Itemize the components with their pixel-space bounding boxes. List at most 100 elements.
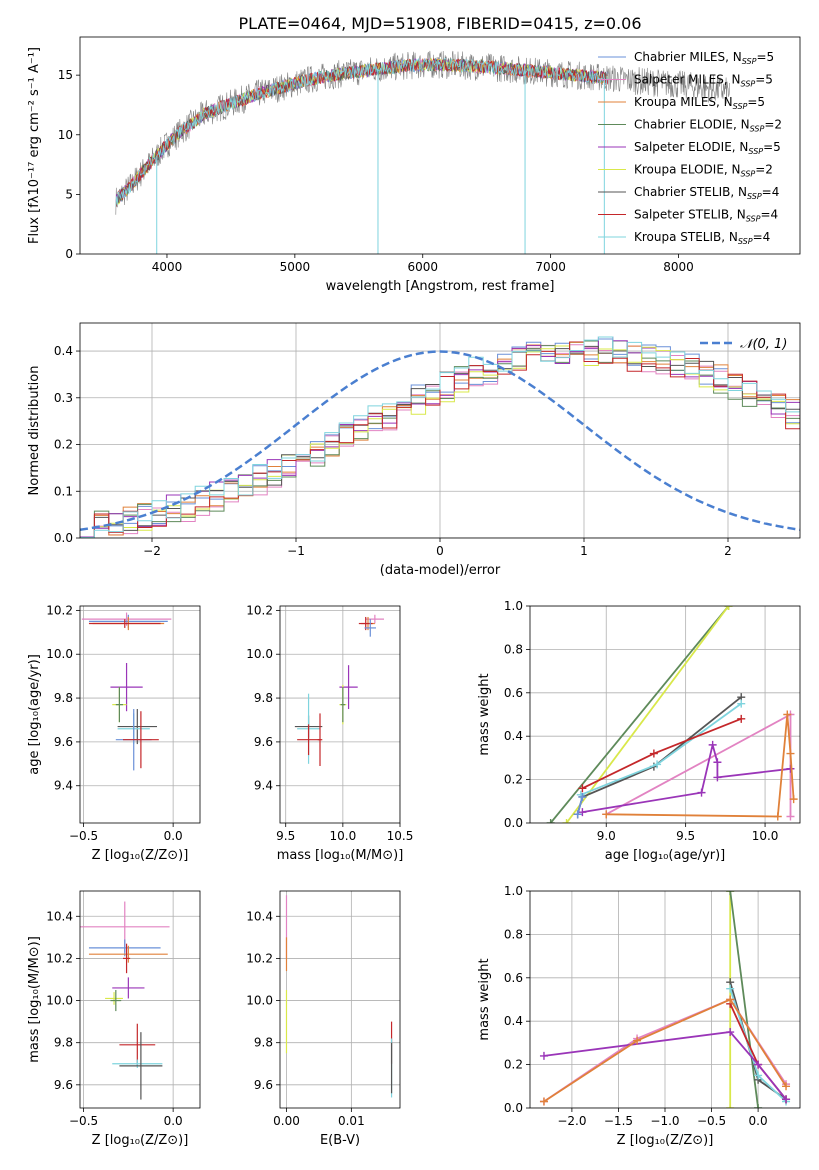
x-tick-label: −0.5 xyxy=(69,1114,98,1128)
x-axis-label: E(B-V) xyxy=(320,1133,360,1148)
x-axis-label: wavelength [Angstrom, rest frame] xyxy=(326,279,555,294)
legend: Chabrier MILES, NSSP=5 Salpeter MILES, NS… xyxy=(598,50,782,246)
x-tick-label: −0.5 xyxy=(697,1114,726,1128)
weight-marker xyxy=(726,891,735,895)
x-tick-label: −0.5 xyxy=(69,829,98,843)
y-tick-label: 10.0 xyxy=(246,647,273,661)
histogram-series xyxy=(80,341,800,538)
panel-weight-vs-Z: −2.0 −1.5 −1.0 −0.5 0.0 0.0 0.2 0.4 0.6 0.8 1.0 Z [… xyxy=(477,884,801,1148)
y-tick-label: 1.0 xyxy=(504,599,523,613)
y-tick-label: 10.0 xyxy=(46,994,73,1008)
legend-label: Kroupa MILES, NSSP=5 xyxy=(634,95,765,111)
weight-marker xyxy=(578,784,587,793)
x-tick-label: 0.0 xyxy=(164,829,183,843)
weight-marker xyxy=(713,758,722,767)
y-tick-label: 9.8 xyxy=(254,1036,273,1050)
y-tick-label: 10.0 xyxy=(46,647,73,661)
histogram-series xyxy=(80,338,800,538)
axes-frame xyxy=(79,605,201,824)
weight-marker xyxy=(754,1071,763,1080)
x-tick-label: 8000 xyxy=(663,260,694,274)
errorbar-point xyxy=(340,687,346,723)
weight-marker xyxy=(782,1095,791,1104)
errorbar-point xyxy=(317,713,323,767)
errorbar-point xyxy=(117,709,158,745)
axes-frame xyxy=(279,605,401,824)
x-axis-label: mass [log₁₀(M/M⊙)] xyxy=(277,848,404,863)
x-tick-label: −1 xyxy=(287,544,305,558)
y-tick-label: 10.2 xyxy=(46,603,73,617)
panel-spectrum: 4000 5000 6000 7000 8000 0 5 10 15 wavelength [An… xyxy=(27,36,801,294)
errorbar-point xyxy=(115,687,123,723)
x-tick-label: 0.0 xyxy=(164,1114,183,1128)
model-spectrum xyxy=(115,57,609,207)
x-tick-label: −2.0 xyxy=(557,1114,586,1128)
panel-residuals: −2 −1 0 1 2 0.0 0.1 0.2 0.3 0.4 (data-model)/error… xyxy=(27,322,801,578)
x-tick-label: 6000 xyxy=(407,260,438,274)
weight-series xyxy=(543,998,787,1103)
histogram-series xyxy=(80,344,800,538)
y-tick-label: 0.0 xyxy=(504,816,523,830)
weight-marker xyxy=(754,1060,763,1069)
y-tick-label: 10.2 xyxy=(246,951,273,965)
panel-mass-vs-Z: −0.5 0.0 9.6 9.8 10.0 10.2 10.4 Z [log₁₀(Z/Z⊙)]… xyxy=(27,890,201,1148)
y-tick-label: 0.2 xyxy=(54,438,73,452)
model-spectrum xyxy=(115,58,609,207)
y-axis-label: mass weight xyxy=(477,673,492,755)
y-tick-label: 9.6 xyxy=(54,1078,73,1092)
histogram-series xyxy=(80,344,800,538)
errorbar-point xyxy=(297,724,320,756)
y-axis-label: Normed distribution xyxy=(27,366,42,496)
y-tick-label: 0.6 xyxy=(504,971,523,985)
axes-frame xyxy=(529,605,801,824)
x-tick-label: 5000 xyxy=(280,260,311,274)
weight-series xyxy=(582,744,791,813)
y-tick-label: 9.8 xyxy=(54,691,73,705)
weight-marker xyxy=(786,812,795,821)
model-spectrum xyxy=(115,57,608,207)
x-tick-label: 7000 xyxy=(535,260,566,274)
y-tick-label: 1.0 xyxy=(504,884,523,898)
errorbar-point xyxy=(105,992,123,1005)
panel-weight-vs-age: 9.0 9.5 10.0 0.0 0.2 0.4 0.6 0.8 1.0 age [log₁₀(a… xyxy=(477,599,801,863)
y-tick-label: 10.2 xyxy=(246,603,273,617)
x-tick-label: −1.0 xyxy=(650,1114,679,1128)
y-axis-label: mass [log₁₀(M/M⊙)] xyxy=(27,936,42,1063)
y-tick-label: 0.4 xyxy=(54,344,73,358)
model-spectrum xyxy=(115,58,609,208)
weight-marker xyxy=(726,984,735,993)
plot-area xyxy=(280,606,400,823)
weight-marker xyxy=(573,810,582,819)
panel-mass-vs-EBV: 0.00 0.01 9.6 9.8 10.0 10.2 10.4 E(B-V) xyxy=(246,890,401,1148)
x-axis-label: age [log₁₀(age/yr)] xyxy=(605,848,726,863)
plot-area xyxy=(115,50,730,254)
weight-marker xyxy=(546,819,555,823)
weight-series xyxy=(576,696,742,815)
x-tick-label: 10.0 xyxy=(329,829,356,843)
y-tick-label: 0.2 xyxy=(504,773,523,787)
weight-marker xyxy=(602,810,611,819)
y-tick-label: 15 xyxy=(58,68,73,82)
weight-marker xyxy=(649,749,658,758)
errorbar-point xyxy=(339,665,358,710)
weight-marker xyxy=(789,795,798,804)
weight-series xyxy=(549,606,730,823)
histogram-series xyxy=(80,341,800,538)
plot-area xyxy=(280,891,400,1108)
y-tick-label: 10 xyxy=(58,128,73,142)
weight-marker xyxy=(713,773,722,782)
weight-marker xyxy=(539,1051,548,1060)
x-tick-label: 2 xyxy=(724,544,732,558)
model-spectrum xyxy=(115,58,608,207)
gaussian-reference xyxy=(80,350,800,532)
weight-marker xyxy=(726,1104,735,1108)
legend-label: Chabrier MILES, NSSP=5 xyxy=(634,50,774,66)
plot-area xyxy=(530,891,800,1108)
weight-series xyxy=(576,796,584,815)
y-tick-label: 0.8 xyxy=(504,927,523,941)
weight-marker xyxy=(633,1036,642,1045)
weight-marker xyxy=(539,1097,548,1106)
y-tick-label: 10.4 xyxy=(246,909,273,923)
weight-marker xyxy=(786,749,795,758)
weight-marker xyxy=(783,710,792,719)
